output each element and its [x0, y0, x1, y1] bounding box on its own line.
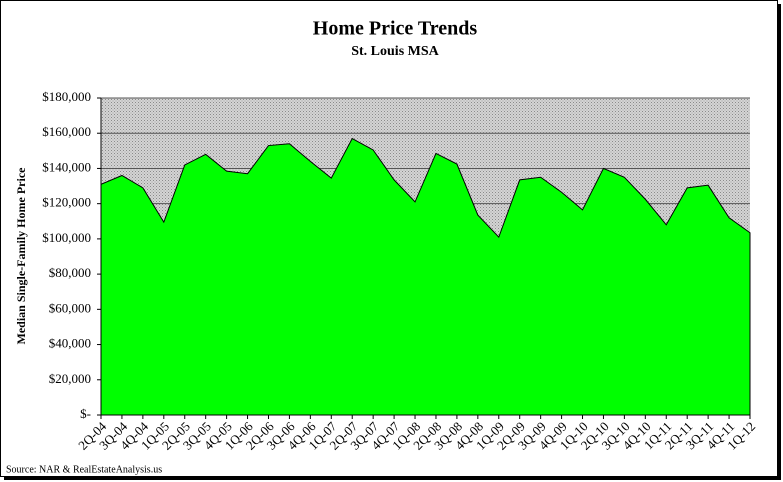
chart-subtitle: St. Louis MSA	[351, 44, 439, 59]
y-tick-label: $100,000	[42, 230, 91, 245]
y-tick-label: $-	[80, 406, 91, 421]
area	[100, 137, 751, 416]
chart-title: Home Price Trends	[313, 18, 478, 40]
y-tick-label: $40,000	[49, 336, 91, 351]
y-tick-label: $180,000	[42, 89, 91, 104]
y-tick-label: $140,000	[42, 159, 91, 174]
source-note: Source: NAR & RealEstateAnalysis.us	[6, 464, 162, 475]
y-tick-label: $80,000	[49, 265, 91, 280]
y-tick-label: $20,000	[49, 371, 91, 386]
y-tick-label: $60,000	[49, 300, 91, 315]
y-tick-label: $120,000	[42, 195, 91, 210]
y-axis-title: Median Single-Family Home Price	[14, 167, 28, 345]
y-tick-label: $160,000	[42, 124, 91, 139]
